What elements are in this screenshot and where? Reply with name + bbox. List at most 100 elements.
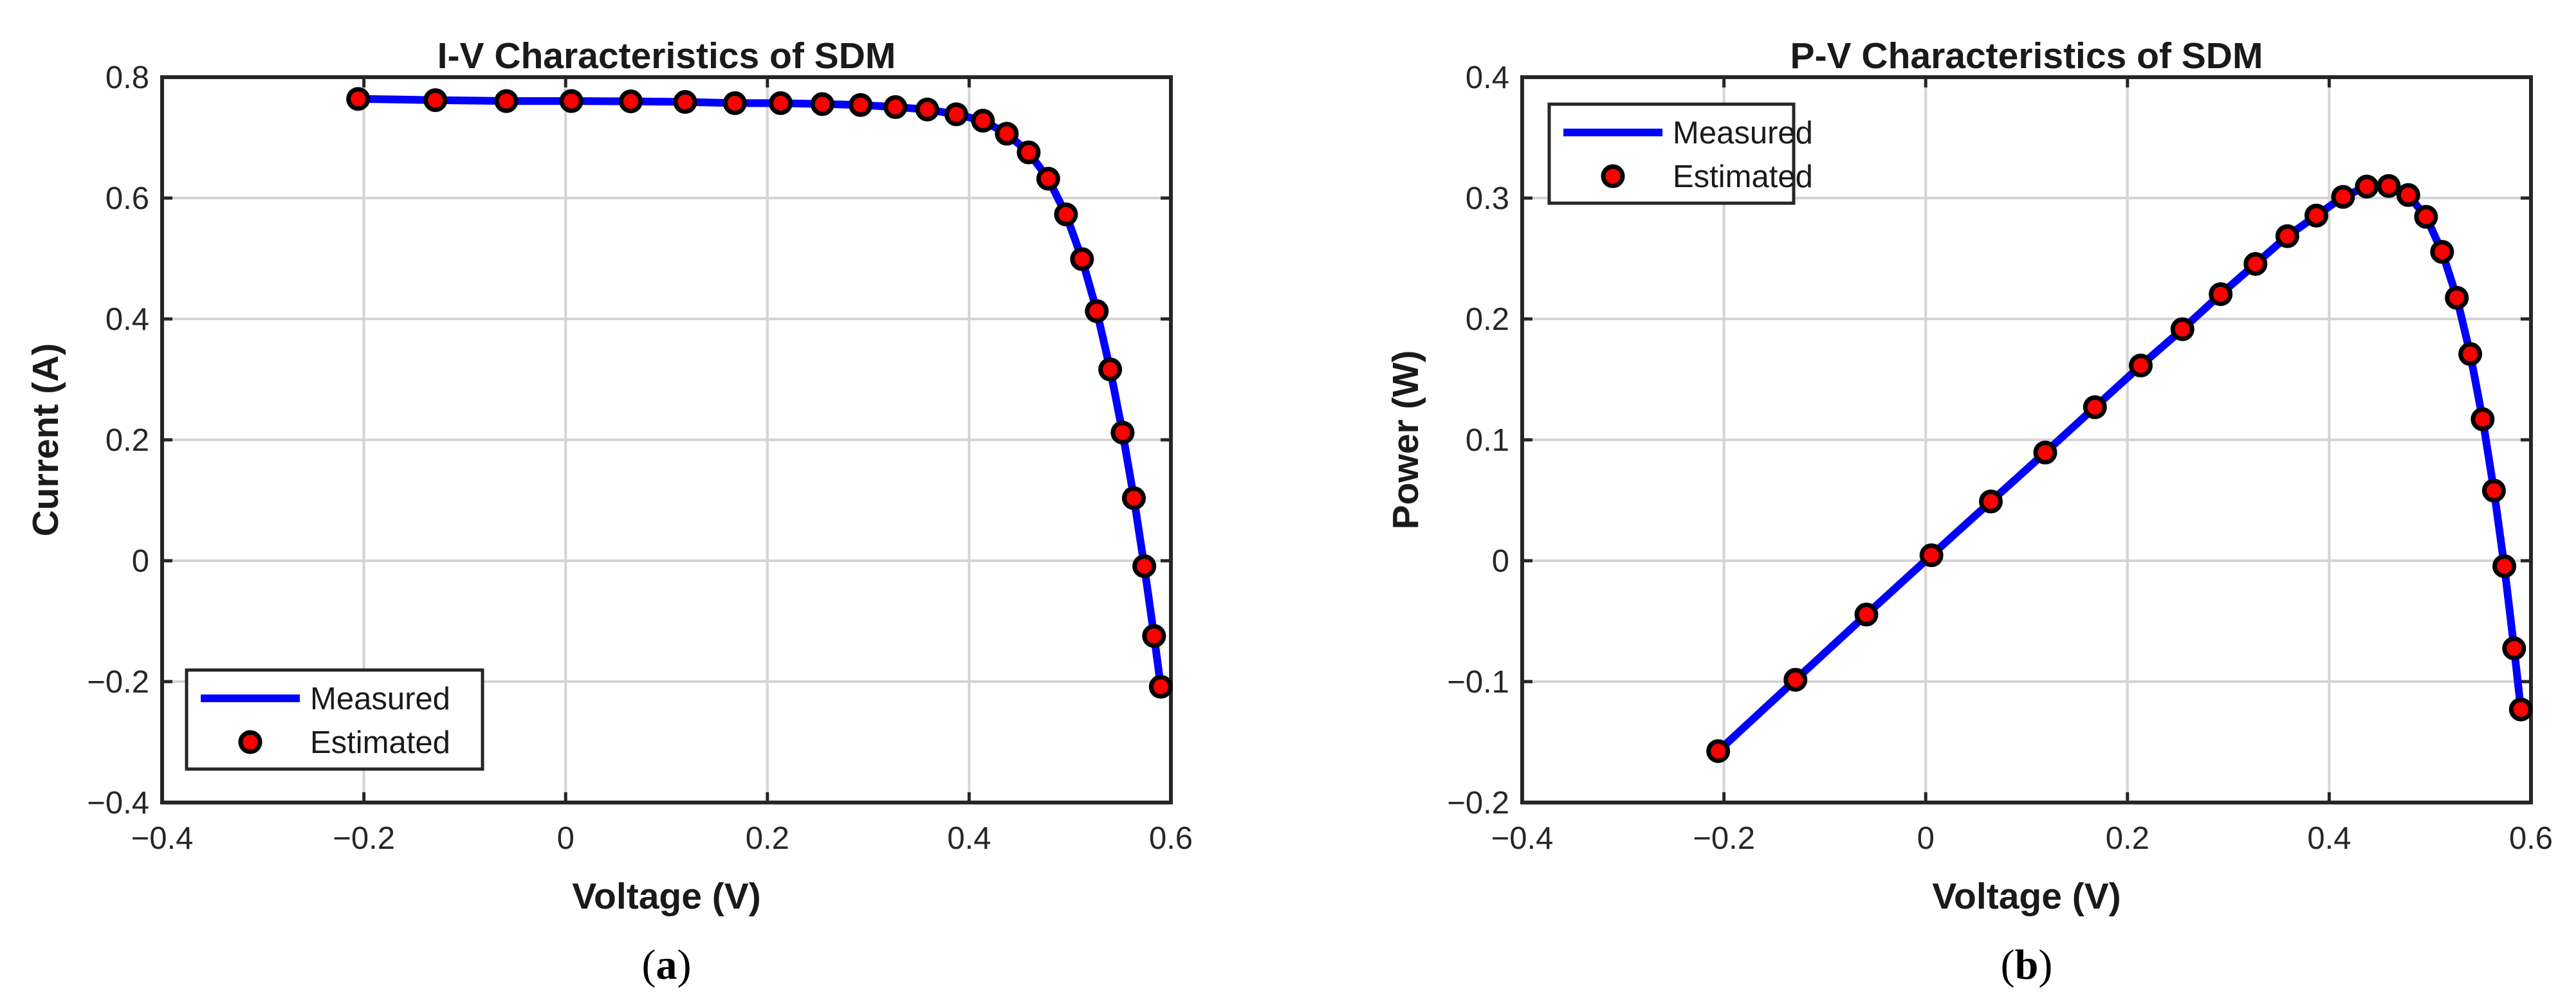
data-point-estimated [2481, 478, 2506, 503]
chart-title: P-V Characteristics of SDM [1790, 35, 2263, 77]
subplot-label-close: ) [677, 941, 692, 988]
data-point-estimated [494, 89, 519, 113]
data-point-estimated [2033, 440, 2057, 465]
data-point-estimated [1148, 675, 1173, 699]
legend-marker-swatch [1601, 164, 1625, 188]
data-point-estimated [1978, 489, 2003, 514]
data-point-estimated [995, 122, 1019, 146]
x-axis-label: Voltage (V) [1932, 876, 2121, 917]
data-point-estimated [849, 93, 873, 117]
x-tick-label: −0.4 [1491, 821, 1554, 856]
x-tick-label: −0.2 [1693, 821, 1755, 856]
data-point-estimated [618, 89, 643, 114]
data-point-estimated [1054, 202, 1078, 226]
legend-box [1547, 102, 1796, 205]
data-point-estimated [1854, 603, 1879, 627]
subplot-label: (b) [2001, 941, 2053, 988]
data-point-estimated [346, 87, 371, 111]
data-point-estimated [2083, 395, 2107, 419]
data-point-estimated [2170, 317, 2194, 341]
y-tick-label: 0.2 [106, 423, 149, 458]
legend: Measured Estimated [1547, 102, 1813, 205]
y-tick-label: 0.1 [1466, 423, 1509, 458]
y-axis-label: Power (W) [1385, 350, 1426, 530]
data-point-estimated [2128, 353, 2153, 377]
data-point-estimated [1121, 486, 1146, 511]
x-tick-label: 0 [557, 821, 575, 856]
y-tick-label: −0.1 [1447, 665, 1509, 700]
data-point-estimated [768, 91, 793, 115]
legend-label-estimated: Estimated [310, 725, 450, 760]
data-point-estimated [971, 109, 995, 133]
y-tick-label: −0.4 [87, 786, 149, 821]
data-point-estimated [2458, 342, 2483, 367]
data-point-estimated [1098, 357, 1123, 381]
y-axis-label: Current (A) [25, 343, 66, 537]
data-point-estimated [1070, 247, 1094, 271]
data-point-estimated [559, 89, 584, 113]
y-tick-label: 0 [132, 544, 149, 579]
legend-label-measured: Measured [1673, 116, 1813, 150]
data-point-estimated [2430, 240, 2454, 264]
data-point-estimated [2492, 554, 2517, 578]
data-point-estimated [2304, 203, 2328, 228]
legend-marker-swatch [238, 730, 262, 754]
data-point-estimated [1706, 739, 1731, 763]
data-point-estimated [2414, 204, 2438, 229]
y-tick-label: −0.2 [87, 665, 149, 700]
data-point-estimated [810, 92, 834, 116]
data-point-estimated [1110, 421, 1135, 445]
data-point-estimated [423, 88, 448, 113]
subplot-label-letter: a [656, 941, 677, 988]
data-point-estimated [722, 91, 747, 115]
subplot-pv: −0.4 −0.2 0 0.2 0.4 0.6−0.2−0.100.10.20.30.4P… [1385, 35, 2553, 988]
data-point-estimated [2377, 174, 2401, 198]
x-tick-label: −0.2 [333, 821, 395, 856]
y-tick-label: 0.8 [106, 60, 149, 95]
y-tick-label: −0.2 [1447, 786, 1509, 821]
data-point-estimated [2508, 697, 2533, 721]
subplot-label-letter: b [2015, 941, 2039, 988]
x-tick-label: 0.4 [2307, 821, 2351, 856]
x-tick-label: 0.6 [1149, 821, 1193, 856]
data-point-estimated [1783, 667, 1808, 692]
legend-label-measured: Measured [310, 682, 450, 716]
data-point-estimated [1036, 167, 1060, 191]
data-point-estimated [2243, 251, 2268, 276]
x-axis-label: Voltage (V) [572, 876, 760, 917]
data-point-estimated [883, 95, 908, 120]
x-tick-label: −0.4 [131, 821, 194, 856]
subplot-label: (a) [642, 941, 692, 988]
data-point-estimated [2355, 174, 2379, 199]
data-point-estimated [2396, 183, 2420, 207]
y-tick-label: 0.3 [1466, 181, 1509, 216]
data-point-estimated [944, 102, 968, 127]
x-tick-label: 0.4 [947, 821, 991, 856]
data-point-estimated [1132, 554, 1157, 578]
legend-label-estimated: Estimated [1673, 159, 1813, 194]
subplot-label-open: ( [2001, 941, 2015, 988]
y-tick-label: 0.4 [106, 302, 149, 337]
x-tick-label: 0.2 [2106, 821, 2149, 856]
data-point-estimated [673, 90, 697, 114]
data-point-estimated [1919, 543, 1944, 568]
data-point-estimated [2331, 185, 2355, 209]
data-point-estimated [915, 97, 939, 122]
data-point-estimated [1017, 140, 1041, 165]
data-point-estimated [2502, 636, 2526, 660]
x-tick-label: 0 [1917, 821, 1935, 856]
data-point-estimated [2275, 224, 2299, 248]
subplot-label-open: ( [642, 941, 656, 988]
subplot-iv: −0.4 −0.2 0 0.2 0.4 0.6 −0.4 −0.2 0 0.2 0.4 0.6 0.8 I… [25, 35, 1193, 988]
y-tick-label: 0.2 [1466, 302, 1509, 337]
y-tick-label: 0.4 [1466, 60, 1509, 95]
y-tick-label: 0.6 [106, 181, 149, 216]
data-point-estimated [2209, 282, 2233, 306]
x-tick-label: 0.6 [2509, 821, 2553, 856]
legend-box [185, 668, 484, 771]
y-tick-label: 0 [1492, 544, 1509, 579]
data-point-estimated [1085, 299, 1109, 323]
chart-title: I-V Characteristics of SDM [437, 35, 896, 77]
subplot-label-close: ) [2038, 941, 2052, 988]
